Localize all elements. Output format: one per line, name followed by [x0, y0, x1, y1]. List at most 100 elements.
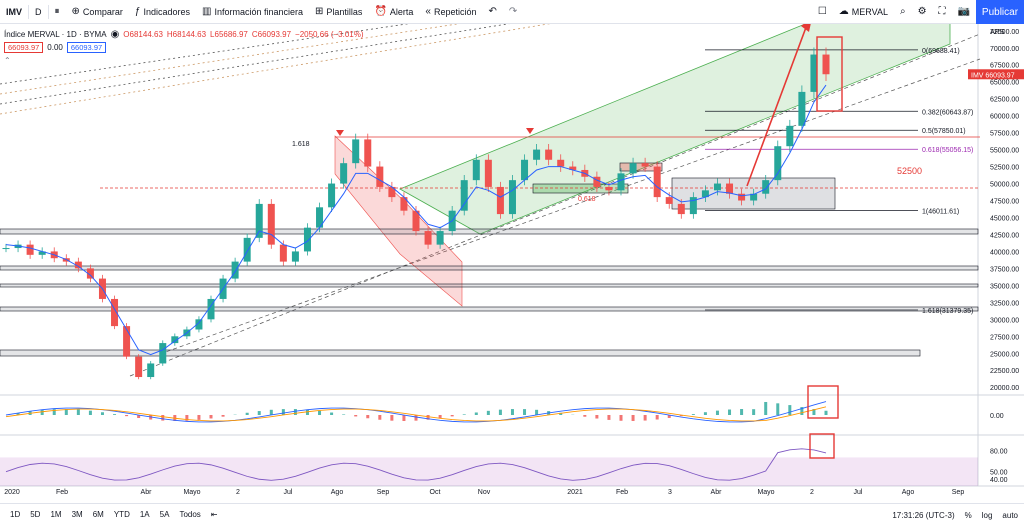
rsi-axis-label: 80.00 — [990, 448, 1008, 455]
time-axis-label: Oct — [430, 489, 441, 496]
time-axis-label: 3 — [668, 489, 672, 496]
last-price-tag — [968, 69, 1024, 80]
redo-button[interactable]: ↷ — [503, 0, 523, 24]
indicators-label: Indicadores — [143, 6, 191, 17]
auto-toggle[interactable]: auto — [1002, 510, 1018, 520]
alert-button[interactable]: ⏰ Alerta — [368, 0, 419, 24]
macd-bar — [474, 412, 478, 415]
macd-bar — [559, 412, 563, 415]
log-toggle[interactable]: log — [981, 510, 993, 520]
snapshot-button[interactable]: 📷 — [952, 0, 976, 24]
highlight-box-macd — [807, 385, 839, 419]
candle-body — [436, 231, 444, 245]
macd-bar — [354, 415, 358, 417]
range-1y[interactable]: 1A — [139, 510, 150, 519]
layout-button[interactable]: ☐ — [812, 0, 833, 24]
chart-type-button[interactable]: ⏸ — [49, 0, 66, 24]
candle-body — [713, 183, 721, 191]
macd-bar — [16, 413, 20, 415]
macd-bar — [197, 415, 201, 420]
candle-body — [316, 207, 324, 228]
arrow-head — [801, 24, 811, 32]
range-6m[interactable]: 6M — [92, 510, 104, 519]
publish-button[interactable]: Publicar — [976, 0, 1024, 24]
candle-body — [195, 319, 203, 330]
symbol-label: IMV — [6, 6, 23, 17]
range-ytd[interactable]: YTD — [113, 510, 130, 519]
ask-pill[interactable]: 66093.97 — [66, 42, 107, 53]
bid-pill[interactable]: 66093.97 — [4, 42, 44, 53]
bottom-right-controls: 17:31:26 (UTC-3) % log auto — [892, 504, 1018, 525]
time-axis-label: Feb — [56, 489, 68, 496]
macd-bar — [462, 414, 466, 415]
fib-level-label: 0.382(60643.87) — [922, 109, 973, 116]
goto-date-icon[interactable]: ⇤ — [210, 510, 218, 519]
candle-body — [508, 180, 516, 215]
support-zone — [0, 283, 979, 288]
range-5y[interactable]: 5A — [159, 510, 170, 519]
macd-bar — [740, 409, 744, 415]
time-axis-label: Abr — [711, 489, 723, 496]
range-all[interactable]: Todos — [179, 510, 201, 519]
quick-search-button[interactable]: ⌕ — [894, 0, 912, 24]
symbol-right-button[interactable]: ☁ MERVAL — [833, 0, 894, 24]
interval-button[interactable]: D — [29, 0, 48, 24]
chart-area[interactable]: 0(69688.41) 0.382(60643.87) 0.5(57850.01) 0… — [0, 24, 1024, 503]
candles-icon: ⏸ — [54, 6, 60, 17]
legend-high: H68144.63 — [166, 30, 207, 39]
replay-button[interactable]: «Repetición — [419, 0, 482, 24]
legend-low: L65686.97 — [210, 30, 248, 39]
price-axis-label: 25000.00 — [990, 351, 1019, 358]
support-zone — [0, 265, 979, 271]
eye-icon[interactable]: ◉ — [110, 29, 120, 40]
candle-body — [822, 54, 830, 75]
macd-bar — [679, 415, 683, 417]
support-zone — [0, 349, 921, 357]
legend: Índice MERVAL · 1D · BYMA ◉ O68144.63 H6… — [4, 28, 364, 67]
price-axis-label: 40000.00 — [990, 249, 1019, 256]
candle-body — [123, 326, 131, 357]
templates-button[interactable]: ⊞ Plantillas — [309, 0, 368, 24]
undo-icon: ↶ — [488, 6, 497, 17]
interval-label: D — [35, 6, 42, 17]
macd-bar — [595, 415, 599, 419]
settings-button[interactable]: ⚙ — [912, 0, 933, 24]
undo-button[interactable]: ↶ — [483, 0, 503, 24]
macd-bar — [667, 415, 671, 418]
support-zone — [0, 306, 979, 312]
price-axis-label: 52500.00 — [990, 165, 1019, 172]
candle-body — [267, 203, 275, 245]
macd-bar — [703, 412, 707, 415]
macd-bar — [378, 415, 382, 420]
macd-bar — [293, 409, 297, 415]
symbol-search[interactable]: IMV — [0, 0, 28, 24]
range-3m[interactable]: 3M — [71, 510, 83, 519]
macd-bar — [619, 415, 623, 421]
clock-label[interactable]: 17:31:26 (UTC-3) — [892, 510, 955, 520]
target-label: 52500 — [897, 166, 922, 176]
trend-line-dotted — [0, 24, 460, 95]
rsi-axis-label: 40.00 — [990, 477, 1008, 484]
alert-label: Alerta — [389, 6, 414, 17]
range-1m[interactable]: 1M — [50, 510, 62, 519]
financials-button[interactable]: ▥ Información financiera — [196, 0, 309, 24]
candle-body — [496, 186, 504, 215]
compare-button[interactable]: ⊕ Comparar — [66, 0, 129, 24]
median-line — [159, 58, 981, 355]
candle-body — [545, 149, 553, 160]
percent-toggle[interactable]: % — [964, 510, 972, 520]
collapse-icon[interactable]: ⌃ — [4, 56, 11, 65]
range-5d[interactable]: 5D — [30, 510, 41, 519]
down-marker — [336, 130, 344, 136]
range-1d[interactable]: 1D — [10, 510, 21, 519]
green-box — [532, 183, 629, 194]
time-axis-label: Abr — [141, 489, 153, 496]
fib-level-label: 0.5(57850.01) — [922, 128, 966, 135]
function-icon: ƒ — [134, 6, 141, 17]
macd-bar — [366, 415, 370, 419]
macd-bar — [728, 409, 732, 415]
indicators-button[interactable]: ƒ Indicadores — [129, 0, 196, 24]
plus-circle-icon: ⊕ — [71, 6, 80, 17]
fullscreen-button[interactable]: ⛶ — [933, 0, 952, 24]
